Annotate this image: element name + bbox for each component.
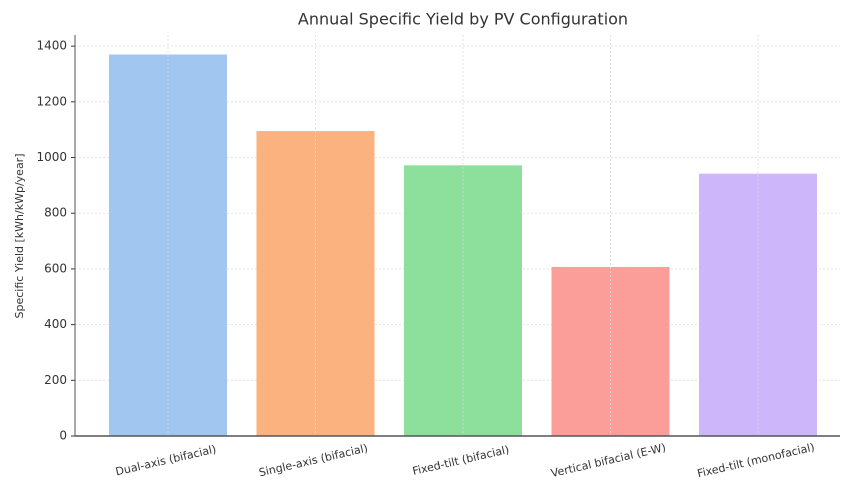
x-tick-label: Fixed-tilt (monofacial) — [696, 441, 816, 481]
y-tick-label: 600 — [44, 261, 67, 275]
x-tick-label: Single-axis (bifacial) — [258, 442, 370, 480]
y-tick-label: 0 — [59, 429, 67, 443]
y-tick-label: 1400 — [36, 39, 67, 53]
x-tick-label: Fixed-tilt (bifacial) — [411, 443, 510, 478]
y-tick-label: 1000 — [36, 150, 67, 164]
x-tick-label: Vertical bifacial (E-W) — [550, 441, 668, 480]
y-tick-label: 400 — [44, 317, 67, 331]
y-axis-label: Specific Yield [kWh/kWp/year] — [13, 154, 26, 319]
chart-title: Annual Specific Yield by PV Configuratio… — [298, 10, 628, 29]
y-tick-label: 800 — [44, 206, 67, 220]
y-tick-label: 1200 — [36, 94, 67, 108]
x-tick-label: Dual-axis (bifacial) — [114, 443, 217, 479]
y-tick-label: 200 — [44, 373, 67, 387]
